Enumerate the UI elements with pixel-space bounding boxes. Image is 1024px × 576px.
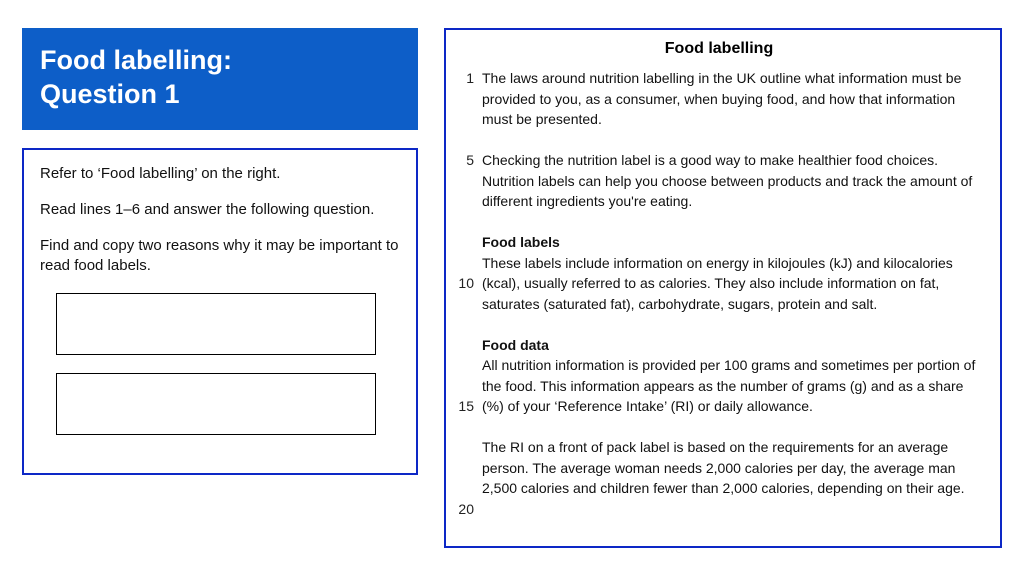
- left-column: Food labelling: Question 1 Refer to ‘Foo…: [22, 28, 418, 548]
- page-title: Food labelling: Question 1: [40, 44, 400, 112]
- para-3-body: These labels include information on ener…: [482, 255, 953, 312]
- line-num-15: 15: [458, 396, 474, 417]
- para-5: The RI on a front of pack label is based…: [482, 437, 984, 499]
- para-2: Checking the nutrition label is a good w…: [482, 150, 984, 212]
- title-bar: Food labelling: Question 1: [22, 28, 418, 130]
- answer-input-1[interactable]: [56, 293, 376, 355]
- instruction-2: Read lines 1–6 and answer the following …: [40, 200, 400, 220]
- passage-body: 1 5 10 15 20 The laws around nutrition l…: [454, 68, 984, 499]
- question-box: Refer to ‘Food labelling’ on the right. …: [22, 148, 418, 475]
- passage-panel: Food labelling 1 5 10 15 20 The laws aro…: [444, 28, 1002, 548]
- passage-title: Food labelling: [454, 40, 984, 58]
- para-4: Food data All nutrition information is pr…: [482, 335, 984, 417]
- para-4-body: All nutrition information is provided pe…: [482, 357, 975, 414]
- line-num-20: 20: [458, 499, 474, 520]
- subhead-food-data: Food data: [482, 337, 549, 353]
- line-num-10: 10: [458, 273, 474, 294]
- subhead-food-labels: Food labels: [482, 234, 560, 250]
- title-line-2: Question 1: [40, 79, 180, 109]
- line-num-5: 5: [466, 150, 474, 171]
- para-1: The laws around nutrition labelling in t…: [482, 68, 984, 130]
- passage-text: The laws around nutrition labelling in t…: [482, 68, 984, 499]
- title-line-1: Food labelling:: [40, 45, 232, 75]
- answer-input-2[interactable]: [56, 373, 376, 435]
- para-3: Food labels These labels include informat…: [482, 232, 984, 314]
- line-num-1: 1: [466, 68, 474, 89]
- instruction-1: Refer to ‘Food labelling’ on the right.: [40, 164, 400, 184]
- line-number-gutter: 1 5 10 15 20: [454, 68, 482, 499]
- instruction-3: Find and copy two reasons why it may be …: [40, 236, 400, 277]
